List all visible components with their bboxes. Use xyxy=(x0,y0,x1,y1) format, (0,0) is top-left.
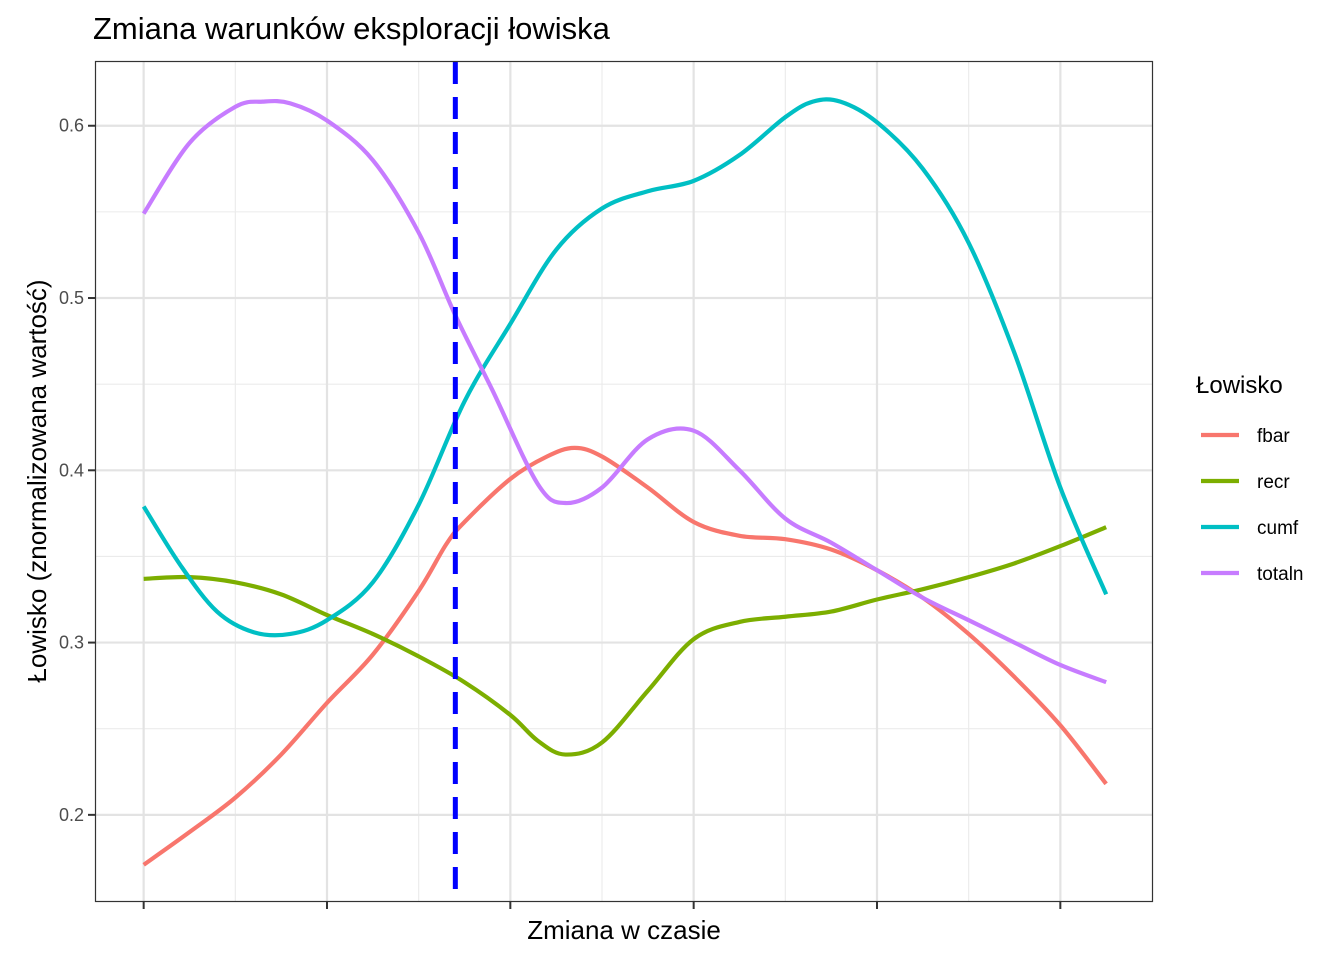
y-tick-label: 0.4 xyxy=(59,460,84,480)
chart-title: Zmiana warunków eksploracji łowiska xyxy=(93,11,611,46)
x-axis-title: Zmiana w czasie xyxy=(527,915,721,945)
legend-label-fbar: fbar xyxy=(1257,426,1290,447)
y-tick-label: 0.5 xyxy=(59,288,84,308)
legend-label-cumf: cumf xyxy=(1257,518,1299,539)
legend-label-totaln: totaln xyxy=(1257,564,1303,585)
y-tick-label: 0.2 xyxy=(59,805,84,825)
plot-panel-border xyxy=(94,60,1154,903)
series-line-cumf xyxy=(141,97,1109,638)
series-line-recr xyxy=(143,525,1107,757)
axis-ticks xyxy=(88,124,1062,909)
y-axis-tick-labels: 0.2 0.3 0.4 0.5 0.6 xyxy=(59,116,84,825)
legend: Łowisko fbar recr cumf totaln xyxy=(1196,372,1303,585)
y-axis-title: Łowisko (znormalizowana wartość) xyxy=(22,279,52,682)
y-tick-label: 0.6 xyxy=(59,116,84,136)
series-lines xyxy=(141,97,1109,867)
y-tick-label: 0.3 xyxy=(59,633,84,653)
legend-label-recr: recr xyxy=(1257,472,1290,493)
legend-title: Łowisko xyxy=(1196,372,1283,399)
series-line-totaln xyxy=(141,98,1107,685)
